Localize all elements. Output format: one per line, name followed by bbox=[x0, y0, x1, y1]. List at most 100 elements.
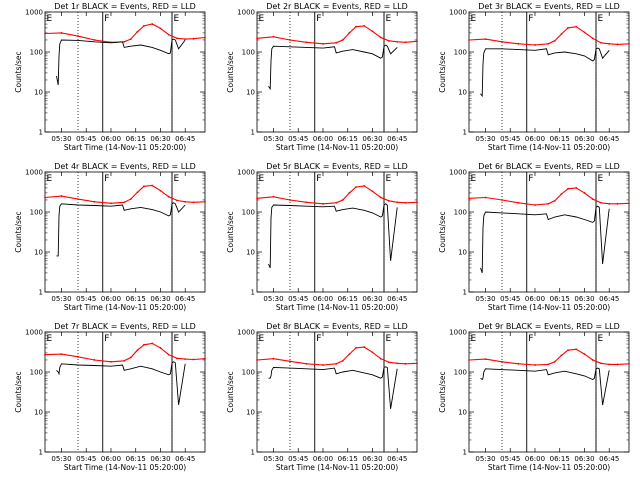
x-tick-label: 06:30 bbox=[574, 455, 594, 463]
flag-label: E bbox=[386, 174, 392, 184]
lld-point bbox=[404, 362, 407, 365]
lld-point bbox=[517, 42, 520, 45]
lld-point bbox=[404, 41, 407, 44]
y-axis-label: Counts/sec bbox=[438, 51, 447, 92]
lld-point bbox=[192, 201, 195, 204]
y-tick-label: 1000 bbox=[237, 329, 255, 337]
plot-frame bbox=[256, 171, 418, 293]
flag-label: E bbox=[598, 14, 604, 24]
x-tick-label: 06:30 bbox=[362, 135, 382, 143]
x-tick-label: 06:00 bbox=[101, 295, 121, 303]
y-tick-label: 1 bbox=[251, 129, 255, 137]
lld-point bbox=[616, 363, 619, 366]
lld-point bbox=[93, 359, 96, 361]
lld-point bbox=[256, 359, 258, 361]
lld-point bbox=[616, 43, 619, 46]
y-tick-label: 1 bbox=[463, 289, 467, 297]
lld-point bbox=[184, 38, 187, 41]
x-tick-label: 06:30 bbox=[362, 455, 382, 463]
events-series-line bbox=[56, 38, 186, 86]
lld-point bbox=[567, 27, 569, 29]
x-tick-label: 05:45 bbox=[288, 455, 308, 463]
events-series-line bbox=[480, 47, 610, 98]
flag-label: F bbox=[528, 334, 533, 344]
lld-point bbox=[136, 30, 139, 33]
lld-point bbox=[136, 191, 139, 194]
lld-point bbox=[176, 199, 178, 202]
y-tick-label: 10 bbox=[458, 89, 467, 97]
panel-title: Det 7r BLACK = Events, RED = LLD bbox=[54, 322, 196, 331]
x-tick-label: 05:30 bbox=[263, 135, 283, 143]
lld-point bbox=[575, 348, 578, 351]
lld-point bbox=[547, 202, 550, 205]
lld-point bbox=[379, 357, 382, 360]
lld-point bbox=[600, 362, 602, 365]
lld-point bbox=[136, 349, 139, 352]
detector-panel-2: Det 2r BLACK = Events, RED = LLD 1 10 100 10… bbox=[226, 2, 418, 152]
panel-title: Det 1r BLACK = Events, RED = LLD bbox=[54, 2, 196, 11]
lld-point bbox=[192, 358, 195, 361]
flag-label: E bbox=[259, 14, 265, 24]
lld-point bbox=[396, 201, 399, 204]
x-tick-label: 06:15 bbox=[550, 295, 570, 303]
flag-label: F bbox=[528, 174, 533, 184]
x-tick-label: 06:45 bbox=[175, 135, 195, 143]
lld-point bbox=[44, 32, 46, 35]
lld-point bbox=[348, 192, 351, 194]
x-tick-label: 06:45 bbox=[387, 295, 407, 303]
events-series-line bbox=[268, 366, 398, 409]
x-axis-label: Start Time (14-Nov-11 05:20:00) bbox=[276, 463, 398, 472]
flag-label: F bbox=[104, 334, 109, 344]
x-tick-label: 06:15 bbox=[550, 455, 570, 463]
x-tick-label: 06:15 bbox=[126, 295, 146, 303]
lld-point bbox=[547, 363, 550, 366]
y-axis-label: Counts/sec bbox=[438, 371, 447, 412]
flag-label: E bbox=[471, 174, 477, 184]
lld-point bbox=[583, 31, 586, 34]
lld-point bbox=[388, 39, 390, 42]
plot-frame bbox=[44, 171, 206, 293]
flag-label: E bbox=[598, 174, 604, 184]
y-tick-label: 100 bbox=[30, 369, 43, 377]
lld-point bbox=[123, 359, 126, 362]
y-tick-label: 1000 bbox=[25, 329, 43, 337]
lld-point bbox=[355, 347, 357, 349]
x-axis-label: Start Time (14-Nov-11 05:20:00) bbox=[276, 303, 398, 312]
flag-label: E bbox=[47, 334, 53, 344]
lld-point bbox=[123, 40, 126, 43]
y-tick-label: 10 bbox=[458, 249, 467, 257]
x-axis-label: Start Time (14-Nov-11 05:20:00) bbox=[64, 463, 186, 472]
y-tick-label: 1000 bbox=[237, 9, 255, 17]
lld-point bbox=[151, 184, 154, 187]
x-tick-label: 05:30 bbox=[475, 295, 495, 303]
flag-label: E bbox=[174, 174, 180, 184]
lld-point bbox=[600, 201, 602, 204]
x-tick-label: 05:30 bbox=[475, 455, 495, 463]
flag-label: F bbox=[316, 14, 321, 24]
lld-series-line bbox=[468, 187, 630, 206]
x-axis-label: Start Time (14-Nov-11 05:20:00) bbox=[488, 143, 610, 152]
plot-frame bbox=[256, 331, 418, 453]
x-tick-label: 06:15 bbox=[550, 135, 570, 143]
lld-point bbox=[143, 185, 145, 188]
x-tick-label: 06:00 bbox=[313, 135, 333, 143]
lld-point bbox=[608, 363, 611, 366]
lld-series-line bbox=[468, 26, 630, 46]
lld-point bbox=[129, 198, 132, 201]
x-tick-label: 05:45 bbox=[76, 135, 96, 143]
detector-panel-8: Det 8r BLACK = Events, RED = LLD 1 10 100 10… bbox=[226, 322, 418, 472]
lld-point bbox=[110, 202, 112, 205]
lld-point bbox=[628, 202, 630, 205]
lld-point bbox=[204, 357, 206, 360]
flag-label: E bbox=[47, 174, 53, 184]
y-tick-label: 10 bbox=[458, 409, 467, 417]
detector-panel-9: Det 9r BLACK = Events, RED = LLD 1 10 100 10… bbox=[438, 322, 630, 472]
x-tick-label: 06:00 bbox=[525, 135, 545, 143]
lld-point bbox=[167, 353, 170, 356]
lld-point bbox=[184, 358, 187, 361]
flag-label: E bbox=[471, 334, 477, 344]
lld-point bbox=[388, 361, 390, 364]
lld-point bbox=[371, 190, 374, 193]
x-tick-label: 06:00 bbox=[101, 455, 121, 463]
x-tick-label: 06:45 bbox=[175, 295, 195, 303]
